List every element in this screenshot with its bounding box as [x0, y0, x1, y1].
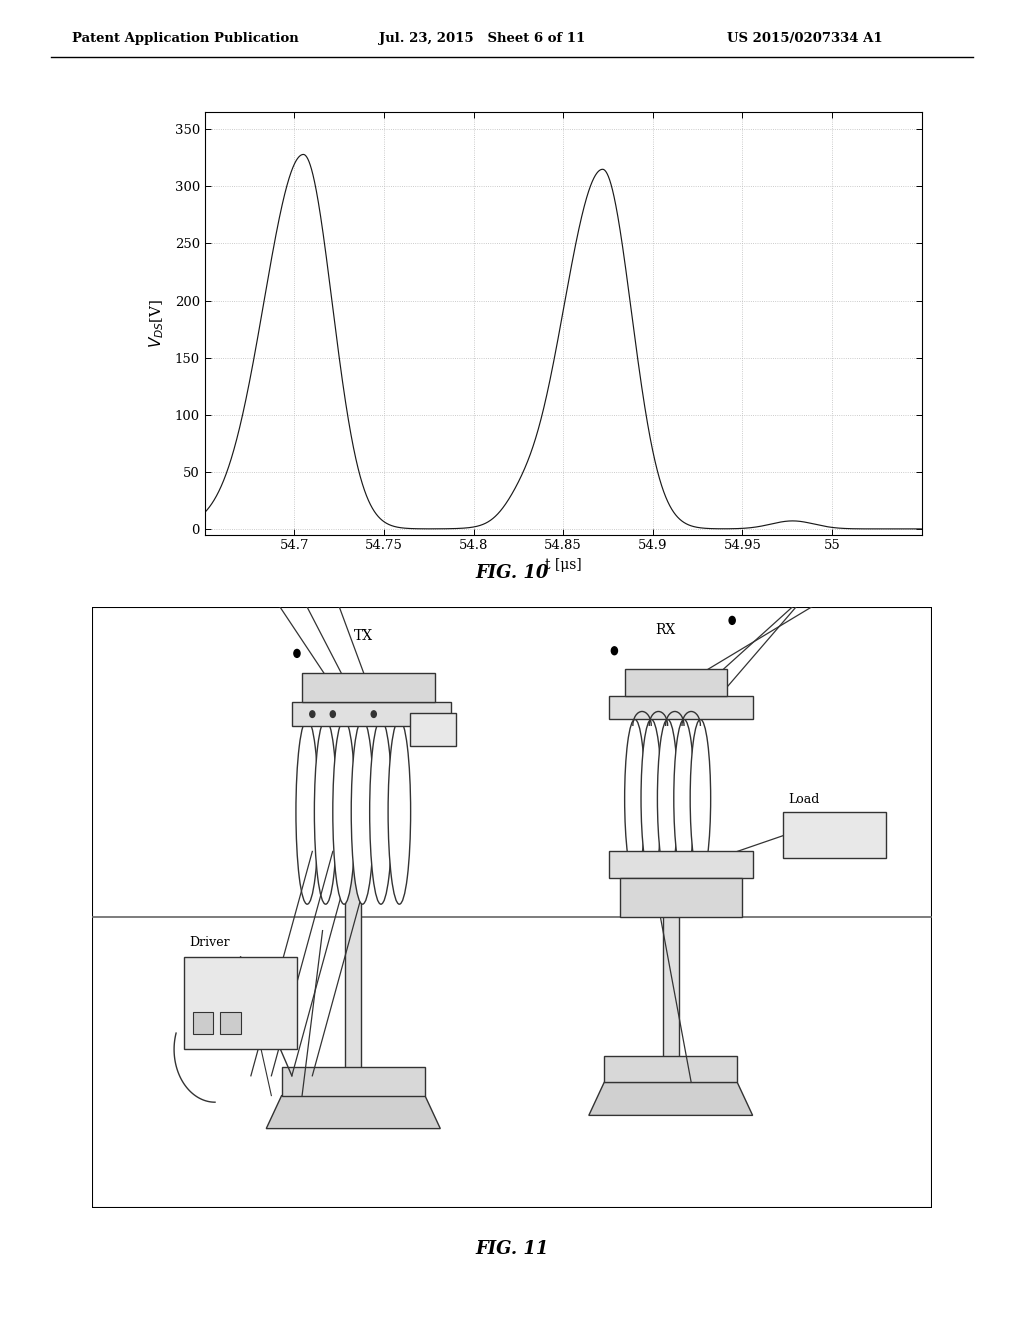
Text: Jul. 23, 2015   Sheet 6 of 11: Jul. 23, 2015 Sheet 6 of 11 — [379, 32, 585, 45]
Circle shape — [371, 710, 377, 718]
Text: US 2015/0207334 A1: US 2015/0207334 A1 — [727, 32, 883, 45]
Ellipse shape — [625, 719, 645, 878]
Circle shape — [611, 647, 617, 655]
X-axis label: t [μs]: t [μs] — [545, 558, 582, 572]
Bar — [609, 851, 753, 878]
Bar — [193, 1012, 213, 1034]
Bar — [345, 812, 361, 1076]
Ellipse shape — [296, 719, 318, 904]
Polygon shape — [589, 1082, 753, 1115]
Ellipse shape — [690, 719, 711, 878]
Polygon shape — [266, 1096, 440, 1129]
Bar — [783, 812, 886, 858]
Circle shape — [330, 710, 336, 718]
Bar — [663, 904, 679, 1063]
Ellipse shape — [333, 719, 355, 904]
Bar — [302, 673, 435, 702]
Bar — [184, 957, 297, 1049]
Text: FIG. 11: FIG. 11 — [475, 1239, 549, 1258]
Text: TX: TX — [354, 630, 373, 643]
Text: RX: RX — [655, 623, 676, 636]
Text: Driver: Driver — [189, 936, 230, 949]
Ellipse shape — [641, 719, 662, 878]
Bar — [604, 1056, 737, 1082]
Y-axis label: $V_{DS}$[V]: $V_{DS}$[V] — [147, 298, 166, 348]
Ellipse shape — [674, 719, 694, 878]
Ellipse shape — [657, 719, 678, 878]
Ellipse shape — [370, 719, 392, 904]
Ellipse shape — [388, 719, 411, 904]
Bar — [609, 696, 753, 719]
Text: Patent Application Publication: Patent Application Publication — [72, 32, 298, 45]
Bar — [410, 713, 456, 746]
Text: Load: Load — [788, 792, 820, 805]
Bar — [220, 1012, 241, 1034]
Bar — [282, 1067, 425, 1096]
Ellipse shape — [314, 719, 337, 904]
Ellipse shape — [351, 719, 374, 904]
Bar — [620, 878, 742, 917]
Bar — [292, 702, 451, 726]
Text: FIG. 10: FIG. 10 — [475, 564, 549, 582]
Circle shape — [294, 649, 300, 657]
Circle shape — [729, 616, 735, 624]
Circle shape — [309, 710, 315, 718]
Bar — [625, 669, 727, 696]
